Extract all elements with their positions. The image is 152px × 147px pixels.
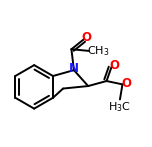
Text: H$_3$C: H$_3$C <box>108 100 131 114</box>
Text: O: O <box>110 60 120 72</box>
Text: N: N <box>69 62 79 75</box>
Text: CH$_3$: CH$_3$ <box>87 44 109 58</box>
Text: O: O <box>121 77 131 90</box>
Text: O: O <box>81 31 92 44</box>
